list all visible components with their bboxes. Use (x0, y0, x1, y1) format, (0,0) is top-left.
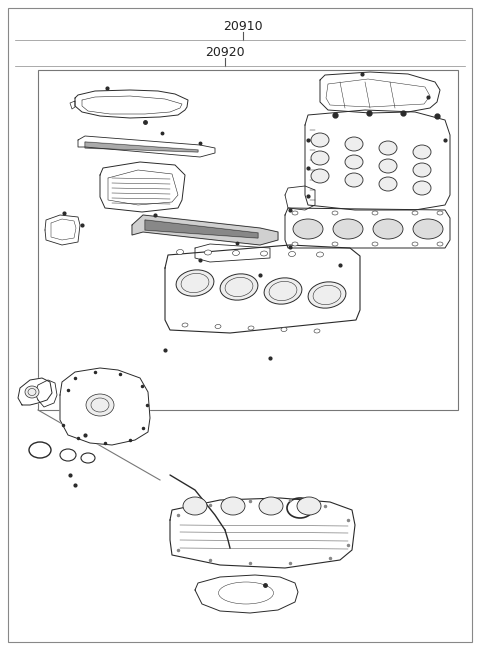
Ellipse shape (413, 163, 431, 177)
Ellipse shape (311, 169, 329, 183)
Ellipse shape (292, 211, 298, 215)
Polygon shape (78, 136, 215, 157)
Ellipse shape (25, 386, 39, 398)
Ellipse shape (379, 141, 397, 155)
Ellipse shape (204, 250, 212, 255)
Ellipse shape (333, 219, 363, 239)
Polygon shape (320, 72, 440, 113)
Polygon shape (85, 142, 198, 152)
Polygon shape (100, 162, 185, 212)
Polygon shape (60, 368, 150, 445)
Ellipse shape (332, 211, 338, 215)
Polygon shape (35, 380, 57, 407)
Text: 20910: 20910 (223, 20, 263, 33)
Ellipse shape (292, 242, 298, 246)
Ellipse shape (86, 394, 114, 416)
Polygon shape (132, 215, 278, 245)
FancyBboxPatch shape (8, 8, 472, 642)
Ellipse shape (183, 497, 207, 515)
Ellipse shape (261, 251, 267, 256)
Ellipse shape (379, 177, 397, 191)
Ellipse shape (412, 242, 418, 246)
Ellipse shape (372, 242, 378, 246)
Polygon shape (70, 101, 75, 109)
Ellipse shape (288, 252, 296, 257)
Ellipse shape (413, 181, 431, 195)
Ellipse shape (297, 497, 321, 515)
Ellipse shape (311, 133, 329, 147)
Ellipse shape (182, 323, 188, 327)
Text: 20920: 20920 (205, 46, 245, 59)
Polygon shape (195, 575, 298, 613)
Polygon shape (170, 498, 355, 568)
Ellipse shape (264, 278, 302, 304)
Ellipse shape (316, 252, 324, 257)
Ellipse shape (437, 242, 443, 246)
Ellipse shape (177, 250, 183, 255)
Ellipse shape (332, 242, 338, 246)
Polygon shape (195, 244, 270, 262)
Ellipse shape (311, 151, 329, 165)
Ellipse shape (308, 282, 346, 308)
Ellipse shape (293, 219, 323, 239)
Ellipse shape (345, 137, 363, 151)
Ellipse shape (437, 211, 443, 215)
Polygon shape (305, 110, 450, 210)
Ellipse shape (232, 250, 240, 255)
Polygon shape (285, 208, 450, 248)
Ellipse shape (248, 326, 254, 330)
Polygon shape (285, 186, 315, 210)
Ellipse shape (215, 324, 221, 329)
Polygon shape (75, 90, 188, 118)
Ellipse shape (314, 329, 320, 333)
Ellipse shape (281, 328, 287, 331)
Ellipse shape (176, 270, 214, 296)
Ellipse shape (345, 173, 363, 187)
Ellipse shape (413, 145, 431, 159)
Polygon shape (165, 245, 360, 333)
Ellipse shape (345, 155, 363, 169)
Ellipse shape (379, 159, 397, 173)
Ellipse shape (259, 497, 283, 515)
Ellipse shape (372, 211, 378, 215)
Ellipse shape (220, 274, 258, 300)
Polygon shape (145, 220, 258, 238)
Polygon shape (18, 378, 52, 405)
Ellipse shape (412, 211, 418, 215)
Ellipse shape (373, 219, 403, 239)
Ellipse shape (413, 219, 443, 239)
Polygon shape (45, 215, 80, 245)
Ellipse shape (221, 497, 245, 515)
